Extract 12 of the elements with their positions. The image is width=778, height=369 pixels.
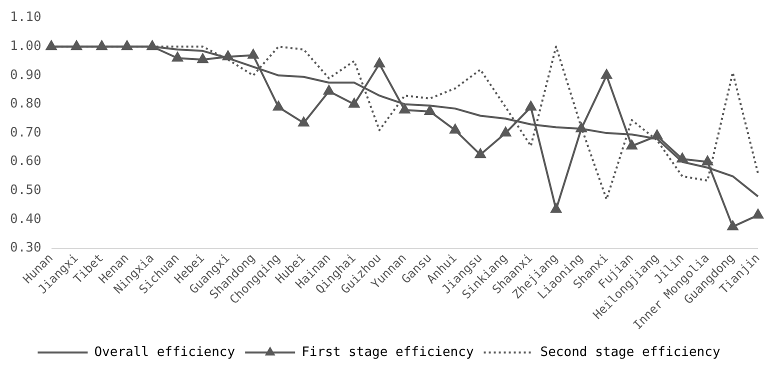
y-tick-label: 0.80 bbox=[10, 96, 42, 112]
y-tick-label: 0.70 bbox=[10, 125, 42, 140]
y-tick-label: 0.90 bbox=[10, 68, 42, 83]
y-tick-label: 0.60 bbox=[10, 154, 42, 170]
y-tick-label: 0.40 bbox=[10, 212, 42, 227]
legend-label: Overall efficiency bbox=[94, 344, 236, 360]
legend-label: Second stage efficiency bbox=[540, 344, 720, 360]
y-tick-label: 0.30 bbox=[10, 240, 42, 256]
y-tick-label: 1.10 bbox=[10, 10, 42, 26]
y-tick-label: 0.50 bbox=[10, 183, 42, 198]
legend-label: First stage efficiency bbox=[302, 344, 474, 360]
y-tick-label: 1.00 bbox=[10, 38, 42, 54]
